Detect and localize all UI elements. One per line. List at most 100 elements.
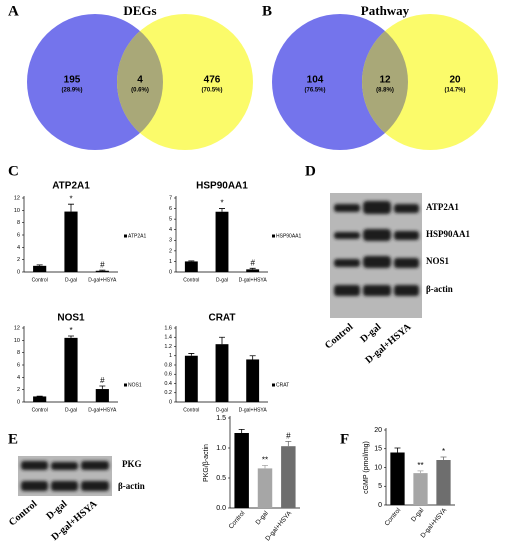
- lane-label: D-gal: [358, 321, 383, 345]
- y-tick-label: 0.5: [216, 475, 226, 482]
- legend-label: ATP2A1: [128, 233, 146, 239]
- x-tick-label: D-gal+HSYA: [239, 277, 268, 283]
- venn-pct: (8.8%): [376, 88, 394, 94]
- y-tick-label: 0.0: [216, 505, 226, 512]
- panel-letter: D: [305, 163, 316, 179]
- venn-pct: (70.5%): [201, 88, 222, 94]
- x-tick-label: D-gal: [65, 407, 77, 413]
- bar: [257, 468, 273, 508]
- y-tick-label: 8: [17, 350, 20, 356]
- x-tick-label: D-gal+HSYA: [88, 407, 117, 413]
- y-tick-label: 3: [169, 238, 172, 244]
- error-bar: [188, 260, 195, 262]
- y-tick-label: 0.2: [164, 390, 172, 396]
- blot-label: β-actin: [118, 481, 145, 491]
- legend-swatch: [272, 234, 275, 238]
- legend-swatch: [124, 383, 127, 387]
- bar: [413, 473, 428, 505]
- panel-letter: A: [8, 3, 19, 19]
- x-tick-label: D-gal: [254, 509, 270, 526]
- y-tick-label: 0: [169, 399, 172, 405]
- y-tick-label: 5: [169, 217, 172, 223]
- venn-count: 12: [379, 75, 391, 86]
- venn-count: 20: [449, 75, 461, 86]
- bar: [184, 261, 198, 272]
- venn-pct: (14.7%): [444, 88, 465, 94]
- x-tick-label: D-gal: [216, 407, 228, 413]
- lane-label: D-gal: [44, 498, 69, 522]
- y-tick-label: 7: [169, 195, 172, 201]
- venn-pct: (0.6%): [131, 88, 149, 94]
- venn-count: 476: [204, 75, 221, 86]
- error-bar: [219, 336, 225, 345]
- venn: DEGs 195 (28.9%) 4 (0.6%) 476 (70.5%): [27, 3, 253, 150]
- bar: [95, 389, 109, 402]
- x-tick-label: D-gal+HSYA: [88, 277, 117, 283]
- venn-title: Pathway: [361, 3, 410, 18]
- y-tick-label: 6: [169, 206, 172, 212]
- annotation: *: [69, 194, 72, 203]
- venn-pct: (76.5%): [304, 88, 325, 94]
- x-tick-label: Control: [384, 506, 403, 527]
- blot-label: PKG: [122, 459, 142, 469]
- y-tick-label: 0.6: [164, 372, 172, 378]
- chart-title: ATP2A1: [52, 181, 90, 192]
- y-tick-label: 15: [374, 446, 382, 453]
- x-tick-label: D-gal+HSYA: [239, 407, 268, 413]
- error-bar: [36, 264, 43, 266]
- y-tick-label: 0.8: [164, 362, 172, 368]
- venn-pct: (28.9%): [61, 88, 82, 94]
- error-bar: [68, 203, 74, 212]
- y-tick-label: 0: [17, 399, 20, 405]
- y-tick-label: 12: [14, 325, 20, 331]
- bar: [64, 337, 78, 402]
- venn: Pathway 104 (76.5%) 12 (8.8%) 20 (14.7%): [272, 3, 498, 150]
- bar: [33, 396, 47, 402]
- bar: [33, 265, 47, 272]
- error-bar: [440, 456, 447, 460]
- y-axis-label: PKG/β-actin: [203, 444, 210, 482]
- annotation: **: [417, 461, 423, 470]
- error-bar: [249, 267, 256, 270]
- legend-label: HSP90AA1: [276, 233, 302, 239]
- y-tick-label: 5: [378, 483, 382, 490]
- y-tick-label: 4: [17, 375, 20, 381]
- bar: [234, 433, 249, 508]
- y-tick-label: 4: [17, 245, 20, 251]
- error-bar: [262, 465, 268, 469]
- panel-letter: C: [8, 163, 19, 179]
- blot-label: HSP90AA1: [426, 229, 471, 239]
- y-tick-label: 10: [14, 338, 20, 344]
- venn-count: 104: [307, 75, 324, 86]
- x-tick-label: Control: [183, 407, 199, 413]
- error-bar: [188, 353, 195, 356]
- venn-overlap: [117, 14, 163, 150]
- y-tick-label: 0: [378, 502, 382, 509]
- bar: [95, 270, 109, 272]
- x-tick-label: Control: [228, 509, 247, 530]
- y-tick-label: 0: [17, 269, 20, 275]
- blot-label: NOS1: [426, 256, 450, 266]
- bar: [184, 355, 198, 402]
- venn-count: 4: [137, 75, 143, 86]
- annotation: #: [100, 376, 105, 385]
- chart-title: NOS1: [57, 313, 85, 324]
- bar: [64, 211, 78, 272]
- x-tick-label: D-gal: [410, 506, 426, 523]
- annotation: #: [100, 260, 105, 269]
- y-tick-label: 2: [169, 248, 172, 254]
- y-tick-label: 1.5: [216, 415, 226, 422]
- chart-title: HSP90AA1: [196, 181, 248, 192]
- y-tick-label: 2: [17, 387, 20, 393]
- error-bar: [238, 429, 245, 433]
- annotation: #: [286, 432, 291, 441]
- legend-label: NOS1: [128, 382, 142, 388]
- x-tick-label: Control: [183, 277, 199, 283]
- y-tick-label: 10: [14, 208, 20, 214]
- y-axis-label: cGMP (pmol/mg): [363, 441, 370, 494]
- y-tick-label: 12: [14, 195, 20, 201]
- bar: [436, 460, 451, 505]
- western-blot: PKG β-actin Control D-gal D-gal+HSYA: [7, 456, 145, 543]
- panel-letter: F: [340, 431, 349, 447]
- y-tick-label: 1: [169, 353, 172, 359]
